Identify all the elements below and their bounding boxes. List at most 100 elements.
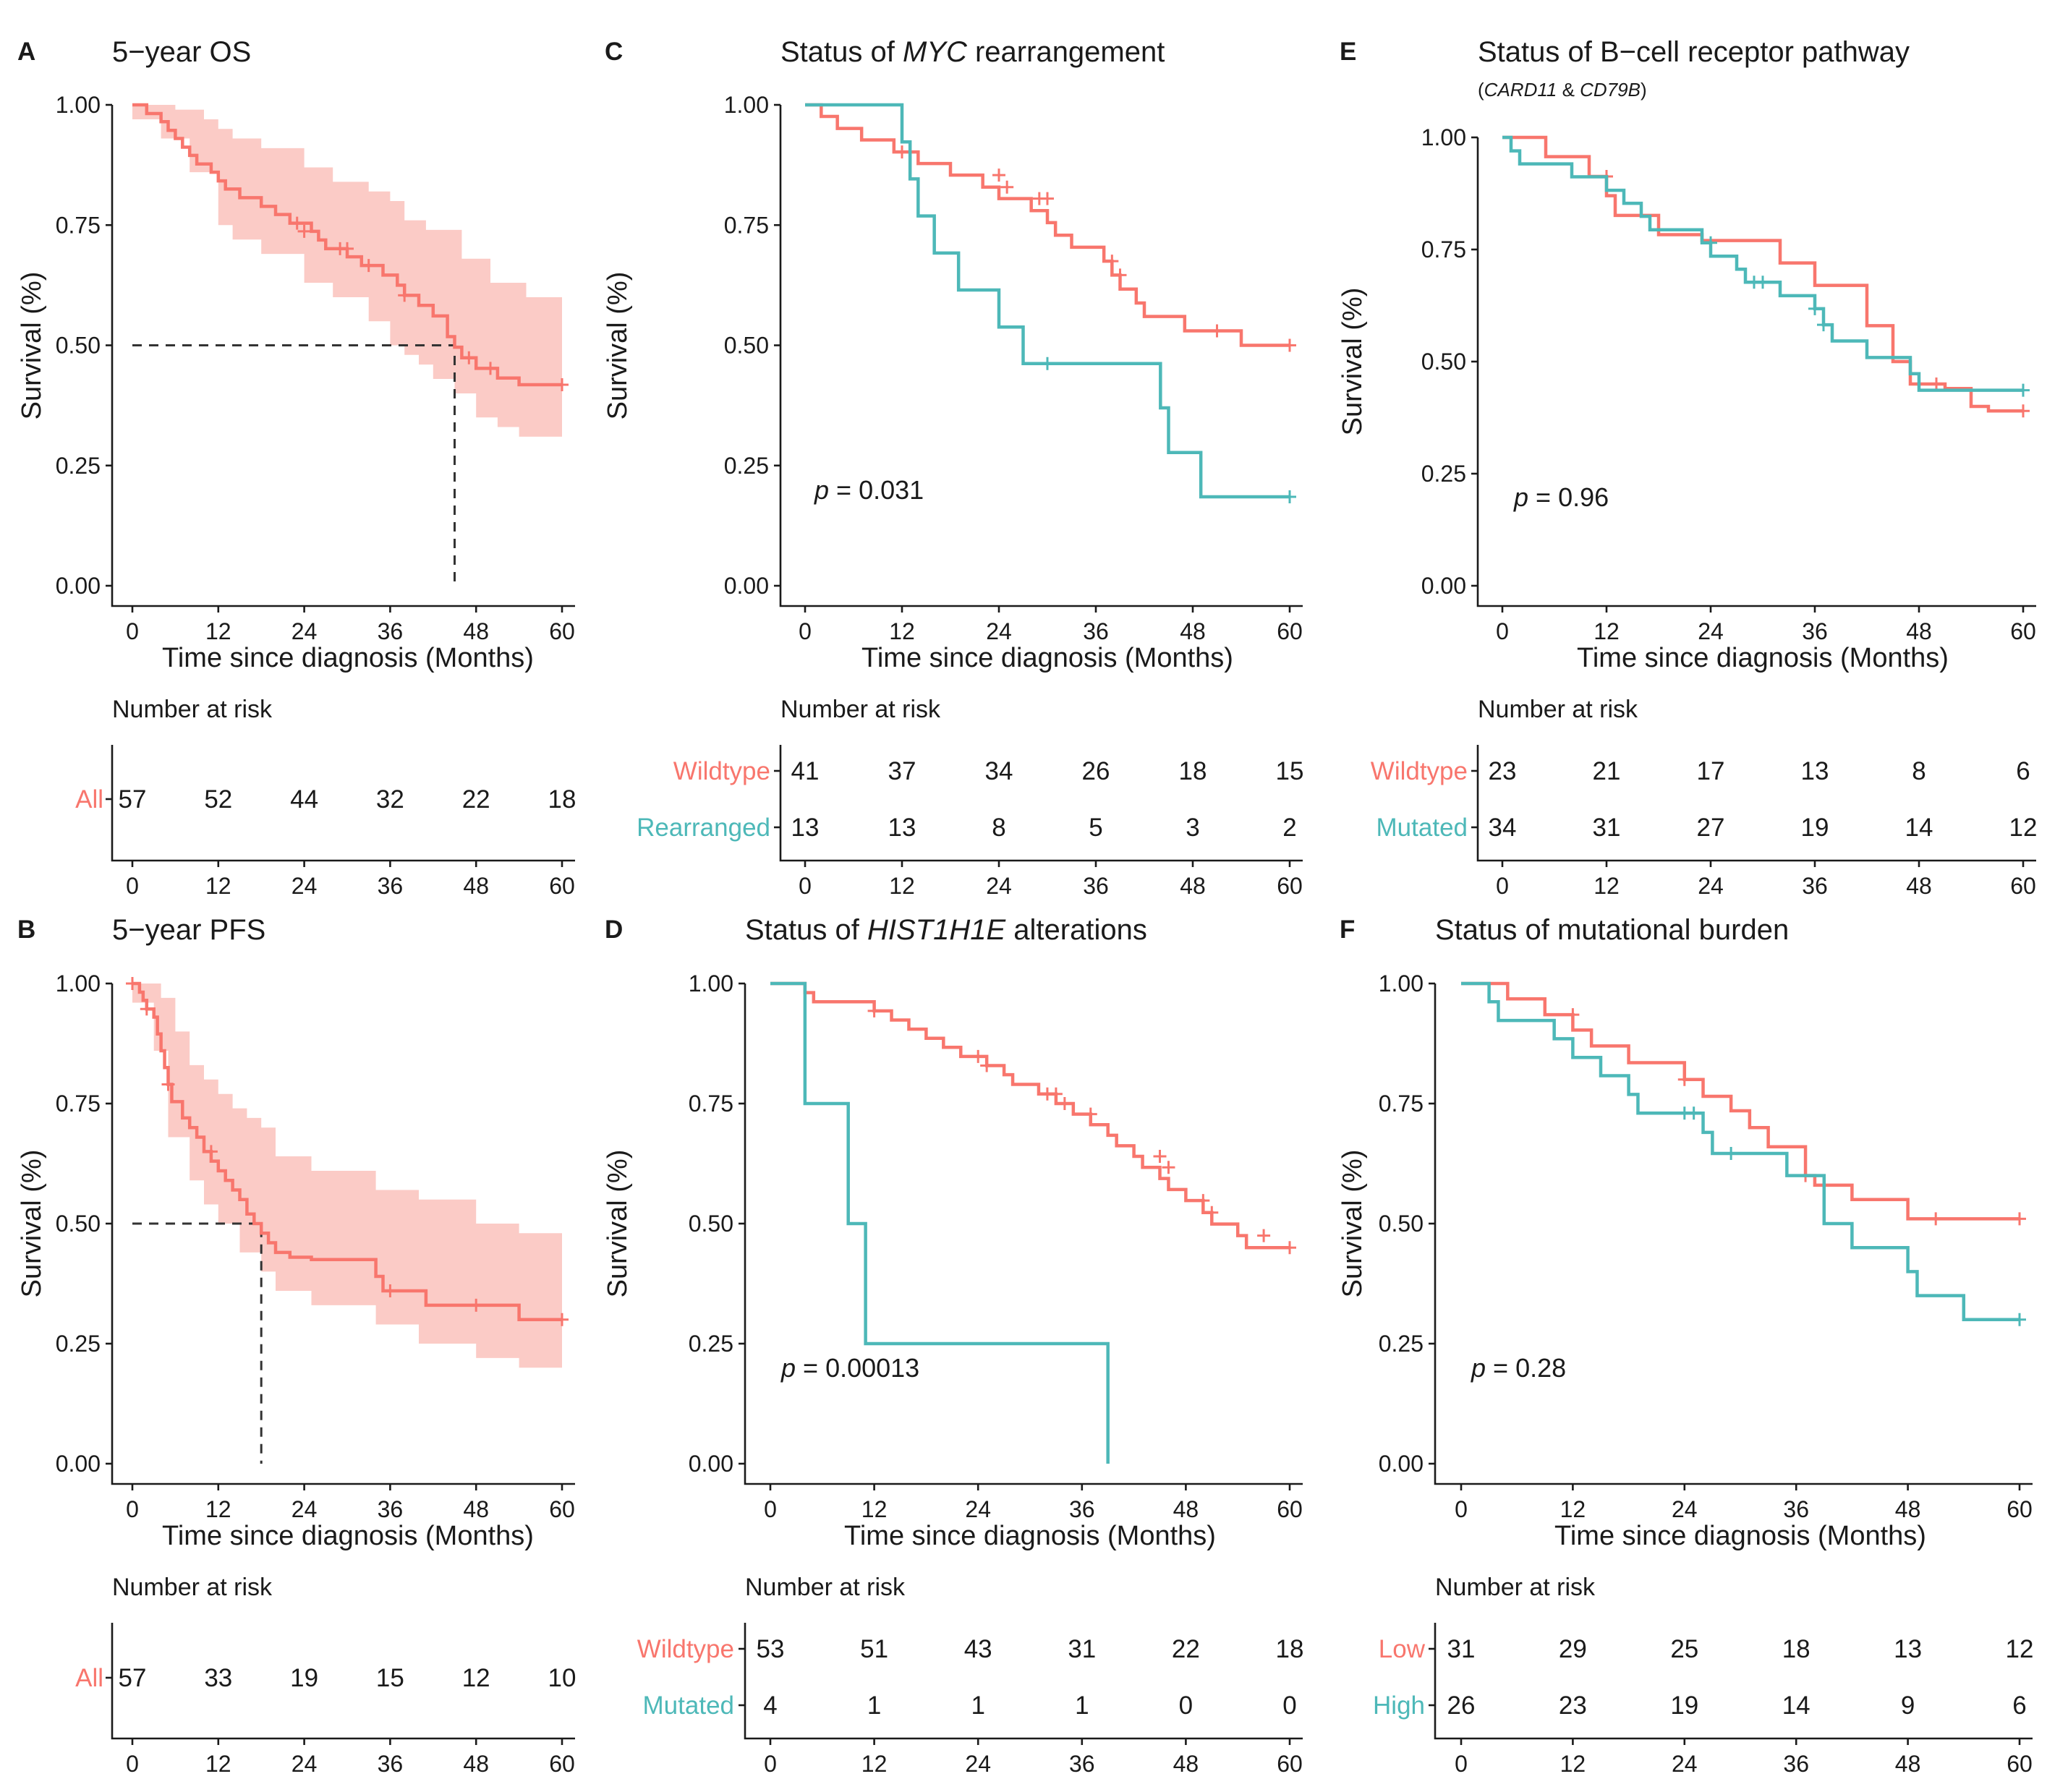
panel-e: E Status of B−cell receptor pathway (CAR… [1337, 36, 2037, 899]
risk-x-tick-label: 60 [549, 1751, 575, 1777]
x-tick-label: 60 [549, 1496, 575, 1522]
y-tick-label: 0.25 [56, 1331, 101, 1357]
risk-x-tick-label: 24 [1672, 1751, 1698, 1777]
risk-count: 57 [119, 1664, 147, 1692]
survival-curve-wildtype [805, 103, 1290, 347]
risk-count: 12 [2009, 814, 2038, 842]
panel-d: D Status of HIST1H1E alterations 0.00 0.2… [603, 914, 1303, 1777]
x-tick-label: 0 [799, 618, 812, 644]
y-tick-label: 0.75 [1379, 1091, 1424, 1117]
censor-mark [341, 242, 354, 255]
y-tick-label: 0.50 [56, 1211, 101, 1237]
censor-mark [1058, 1097, 1071, 1110]
y-tick-label: 0.25 [1421, 461, 1466, 487]
risk-x-tick-label: 24 [965, 1751, 991, 1777]
risk-count: 31 [1593, 814, 1621, 842]
y-axis-label: Survival (%) [1337, 288, 1368, 436]
censor-mark [2013, 1212, 2026, 1226]
panel-subtitle: (CARD11 & CD79B) [1478, 79, 1647, 101]
panel-title: Status of HIST1H1E alterations [745, 914, 1147, 946]
panel-title: Status of MYC rearrangement [780, 36, 1165, 68]
risk-count: 23 [1489, 757, 1517, 785]
risk-count: 8 [1912, 757, 1926, 785]
censor-mark [161, 1078, 175, 1091]
censor-mark [992, 168, 1005, 182]
censor-mark [1687, 1106, 1701, 1120]
risk-count: 52 [204, 785, 232, 814]
x-tick-label: 12 [861, 1496, 888, 1522]
x-tick-label: 60 [1277, 618, 1303, 644]
risk-count: 0 [1179, 1691, 1193, 1720]
risk-count: 1 [1075, 1691, 1089, 1720]
censor-mark [1817, 318, 1830, 332]
risk-count: 15 [376, 1664, 404, 1692]
risk-count: 51 [860, 1635, 888, 1663]
risk-count: 15 [1276, 757, 1304, 785]
censor-mark [469, 1298, 483, 1312]
risk-count: 31 [1068, 1635, 1096, 1663]
risk-x-tick-label: 12 [889, 873, 915, 899]
risk-count: 13 [1894, 1635, 1922, 1663]
censor-mark [1105, 255, 1119, 268]
panel-letter: E [1340, 38, 1356, 66]
risk-table-axes [779, 745, 1303, 862]
risk-count: 31 [1447, 1635, 1476, 1663]
y-tick-label: 0.00 [1421, 573, 1466, 599]
panel-b: B 5−year PFS 0.00 0.25 0.50 0.75 1.00 0 12 24 36… [17, 914, 576, 1777]
axis-lines [111, 984, 575, 1485]
risk-table: 0 12 24 36 48 60 All 57 52 44 32 22 18 [75, 745, 576, 899]
y-tick-label: 0.25 [56, 453, 101, 479]
risk-count: 41 [791, 757, 820, 785]
gene-name: MYC [903, 36, 968, 68]
risk-row-label: Wildtype [673, 757, 770, 785]
x-tick-label: 60 [549, 618, 575, 644]
risk-count: 18 [1276, 1635, 1304, 1663]
risk-count: 33 [204, 1664, 232, 1692]
risk-count: 18 [1782, 1635, 1810, 1663]
risk-x-tick-label: 60 [1277, 1751, 1303, 1777]
y-axis-label: Survival (%) [17, 272, 47, 420]
x-axis-label: Time since diagnosis (Months) [861, 643, 1233, 673]
risk-x-tick-label: 12 [1560, 1751, 1586, 1777]
y-tick-label: 0.25 [689, 1331, 733, 1357]
axis-lines [779, 105, 1303, 607]
x-axis-label: Time since diagnosis (Months) [844, 1521, 1216, 1551]
risk-x-tick-label: 48 [463, 873, 489, 899]
x-tick-label: 12 [1593, 618, 1620, 644]
censor-mark [1041, 357, 1054, 370]
x-axis-label: Time since diagnosis (Months) [162, 643, 534, 673]
risk-count: 1 [867, 1691, 881, 1720]
survival-curve-mutated [1502, 135, 2023, 392]
censor-mark [1566, 1008, 1580, 1022]
risk-count: 43 [964, 1635, 992, 1663]
censor-mark [1196, 1194, 1210, 1208]
risk-x-tick-label: 0 [126, 873, 139, 899]
censor-mark [1041, 192, 1054, 205]
risk-table-title: Number at risk [112, 1574, 273, 1601]
x-axis-label: Time since diagnosis (Months) [162, 1521, 534, 1551]
subtitle-amp: & [1557, 79, 1580, 101]
x-tick-label: 60 [1277, 1496, 1303, 1522]
risk-count: 57 [119, 785, 147, 814]
risk-count: 29 [1559, 1635, 1587, 1663]
plot-area: 0.00 0.25 0.50 0.75 1.00 0 12 24 36 48 60 [689, 970, 1303, 1522]
x-axis-label: Time since diagnosis (Months) [1577, 643, 1949, 673]
censor-mark [126, 977, 139, 990]
risk-x-tick-label: 0 [126, 1751, 139, 1777]
risk-x-tick-label: 24 [986, 873, 1012, 899]
y-tick-label: 0.75 [689, 1091, 733, 1117]
y-tick-label: 0.75 [724, 212, 769, 238]
risk-table-title: Number at risk [745, 1574, 906, 1601]
y-tick-label: 0.75 [56, 1091, 101, 1117]
censor-mark [1257, 1229, 1271, 1242]
p-value-number: 0.00013 [825, 1353, 919, 1383]
y-tick-label: 1.00 [1379, 970, 1424, 997]
axis-lines [1476, 137, 2036, 607]
panel-letter: D [605, 916, 623, 944]
y-tick-label: 0.50 [689, 1211, 733, 1237]
risk-count: 34 [985, 757, 1013, 785]
risk-row-label: Wildtype [1371, 757, 1468, 785]
x-tick-label: 36 [378, 618, 404, 644]
risk-x-tick-label: 0 [799, 873, 812, 899]
panel-letter: F [1340, 916, 1355, 944]
